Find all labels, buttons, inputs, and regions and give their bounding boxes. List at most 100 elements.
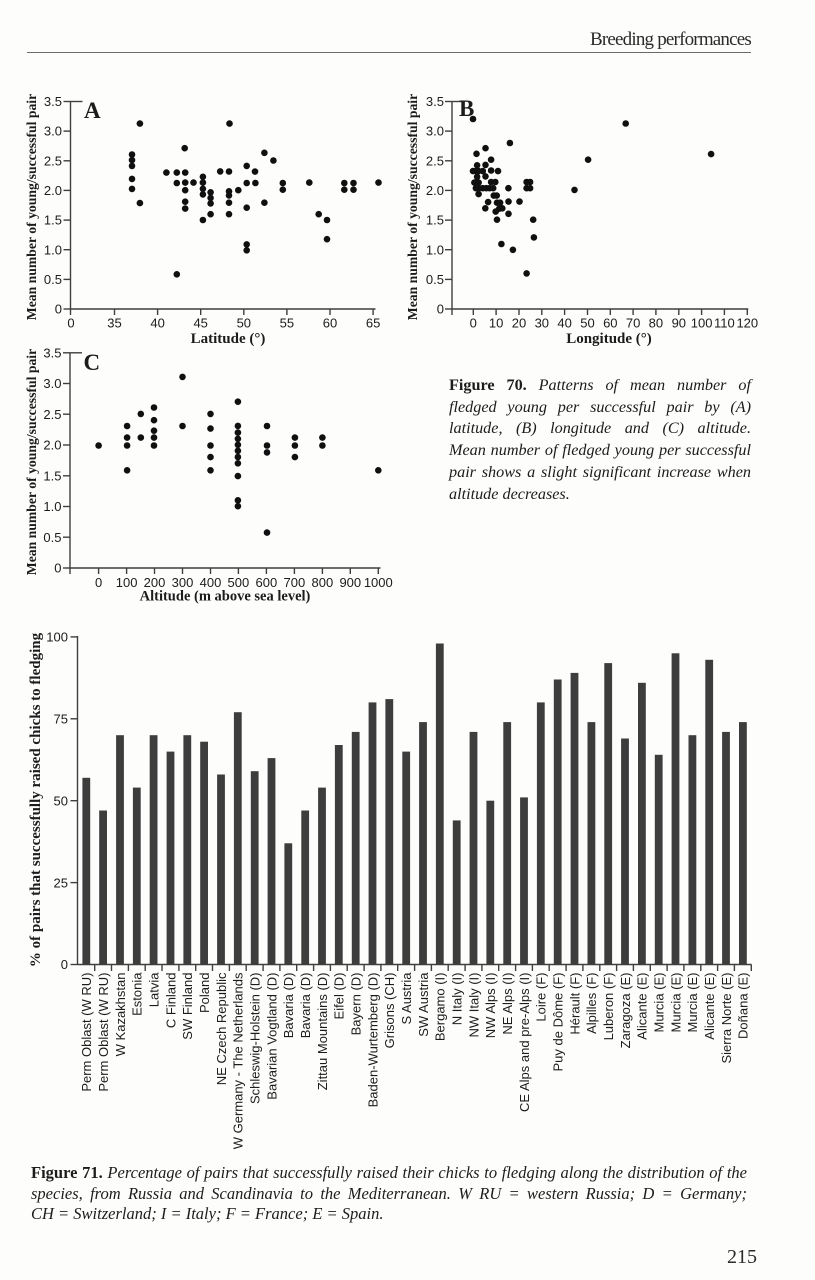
svg-text:0: 0 [437, 302, 444, 317]
svg-text:SW Austria: SW Austria [416, 972, 431, 1037]
svg-text:0: 0 [54, 561, 61, 576]
svg-text:Grisons (CH): Grisons (CH) [382, 973, 397, 1049]
svg-text:W Germany - The Netherlands: W Germany - The Netherlands [231, 972, 246, 1149]
svg-text:C Finland: C Finland [163, 973, 178, 1029]
svg-text:1000: 1000 [364, 575, 393, 590]
svg-text:900: 900 [339, 575, 361, 590]
svg-text:90: 90 [672, 315, 686, 330]
svg-text:Alicante (E): Alicante (E) [635, 973, 650, 1040]
svg-text:65: 65 [366, 315, 380, 330]
svg-text:% of pairs that successfully r: % of pairs that successfully raised chic… [28, 632, 44, 967]
svg-text:1.0: 1.0 [426, 242, 444, 257]
svg-text:3.5: 3.5 [43, 345, 61, 360]
svg-text:C: C [84, 350, 101, 375]
svg-text:B: B [459, 96, 474, 121]
svg-text:50: 50 [237, 315, 251, 330]
svg-text:NW Alps (I): NW Alps (I) [483, 973, 498, 1039]
svg-text:Mean number of young/successfu: Mean number of young/successful pair [405, 94, 420, 320]
svg-text:NE Czech Republic: NE Czech Republic [214, 972, 229, 1085]
svg-text:2.5: 2.5 [426, 153, 444, 168]
svg-text:Bergamo (I): Bergamo (I) [433, 973, 448, 1042]
svg-text:100: 100 [691, 315, 713, 330]
svg-text:Longitude (°): Longitude (°) [566, 331, 652, 347]
svg-text:0: 0 [61, 957, 68, 972]
svg-text:40: 40 [557, 315, 571, 330]
svg-text:75: 75 [54, 712, 68, 727]
svg-text:Schleswig-Holstein (D): Schleswig-Holstein (D) [248, 973, 263, 1104]
svg-text:Poland: Poland [197, 973, 212, 1013]
svg-text:0.5: 0.5 [426, 272, 444, 287]
svg-text:600: 600 [256, 575, 278, 590]
svg-text:70: 70 [626, 315, 640, 330]
svg-text:120: 120 [736, 315, 758, 330]
svg-text:1.0: 1.0 [44, 242, 62, 257]
svg-text:Latitude (°): Latitude (°) [191, 331, 266, 347]
svg-text:Mean number of young/successfu: Mean number of young/successful pair [24, 94, 39, 320]
svg-text:55: 55 [280, 315, 294, 330]
svg-text:300: 300 [172, 575, 194, 590]
svg-text:50: 50 [54, 793, 68, 808]
svg-text:80: 80 [649, 315, 663, 330]
svg-text:2.5: 2.5 [43, 407, 61, 422]
svg-text:1.0: 1.0 [43, 499, 61, 514]
svg-text:0.5: 0.5 [43, 530, 61, 545]
svg-text:Perm Oblast (W RU): Perm Oblast (W RU) [96, 973, 111, 1092]
svg-text:0: 0 [67, 315, 74, 330]
svg-text:100: 100 [116, 575, 138, 590]
svg-text:100: 100 [46, 630, 68, 645]
svg-text:Alicante (E): Alicante (E) [702, 973, 717, 1040]
svg-text:Estonia: Estonia [130, 972, 145, 1016]
svg-text:400: 400 [200, 575, 222, 590]
svg-text:800: 800 [312, 575, 334, 590]
svg-text:45: 45 [193, 315, 207, 330]
svg-text:Bavaria (D): Bavaria (D) [298, 973, 313, 1039]
svg-text:Bayern (D): Bayern (D) [349, 973, 364, 1036]
svg-text:SW Finland: SW Finland [180, 973, 195, 1040]
svg-text:0.5: 0.5 [44, 272, 62, 287]
svg-text:200: 200 [144, 575, 166, 590]
svg-text:3.5: 3.5 [426, 94, 444, 109]
svg-text:Alpilles (F): Alpilles (F) [584, 973, 599, 1034]
svg-text:Eifel (D): Eifel (D) [332, 973, 347, 1020]
svg-text:Luberon (F): Luberon (F) [601, 973, 616, 1041]
svg-text:NW Italy (I): NW Italy (I) [466, 973, 481, 1038]
svg-text:Perm Oblast (W RU): Perm Oblast (W RU) [79, 973, 94, 1092]
svg-text:1.5: 1.5 [43, 468, 61, 483]
svg-text:40: 40 [150, 315, 164, 330]
svg-text:N Italy (I): N Italy (I) [450, 973, 465, 1026]
svg-text:Puy de Dôme (F): Puy de Dôme (F) [551, 973, 566, 1072]
svg-text:1.5: 1.5 [44, 213, 62, 228]
svg-text:2.0: 2.0 [43, 438, 61, 453]
svg-text:2.0: 2.0 [44, 183, 62, 198]
svg-text:700: 700 [284, 575, 306, 590]
svg-text:Latvia: Latvia [146, 972, 161, 1007]
svg-text:60: 60 [323, 315, 337, 330]
svg-text:Murcia (E): Murcia (E) [685, 973, 700, 1033]
svg-text:A: A [84, 98, 101, 123]
svg-text:Mean number of young/successfu: Mean number of young/successful pair [24, 349, 39, 575]
svg-text:W Kazakhstan: W Kazakhstan [113, 973, 128, 1057]
svg-text:110: 110 [714, 315, 735, 330]
svg-text:S Austria: S Austria [399, 972, 414, 1025]
svg-text:2.5: 2.5 [44, 153, 62, 168]
svg-text:10: 10 [489, 315, 503, 330]
svg-text:3.0: 3.0 [44, 124, 62, 139]
svg-text:30: 30 [535, 315, 549, 330]
svg-text:NE Alps (I): NE Alps (I) [500, 973, 515, 1035]
svg-text:Bavarian Vogtland (D): Bavarian Vogtland (D) [264, 973, 279, 1100]
svg-text:25: 25 [54, 875, 68, 890]
svg-text:Bavaria (D): Bavaria (D) [281, 973, 296, 1039]
svg-text:Loire (F): Loire (F) [534, 973, 549, 1022]
svg-text:0: 0 [470, 315, 477, 330]
svg-text:CE Alps and pre-Alps (I): CE Alps and pre-Alps (I) [517, 973, 532, 1112]
svg-text:35: 35 [107, 315, 121, 330]
svg-text:0: 0 [95, 575, 102, 590]
svg-text:Zaragoza (E): Zaragoza (E) [618, 973, 633, 1049]
svg-text:500: 500 [228, 575, 250, 590]
svg-text:20: 20 [512, 315, 526, 330]
svg-text:Zittau Mountains (D): Zittau Mountains (D) [315, 973, 330, 1091]
svg-text:Baden-Wurtemberg (D): Baden-Wurtemberg (D) [365, 973, 380, 1108]
svg-text:Altitude (m above sea level): Altitude (m above sea level) [140, 589, 311, 605]
svg-text:Doñana (E): Doñana (E) [736, 973, 751, 1039]
svg-text:Murcia (E): Murcia (E) [668, 973, 683, 1033]
